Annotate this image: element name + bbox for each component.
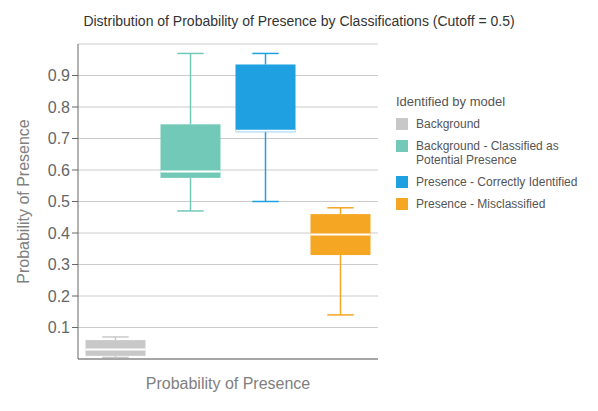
- svg-text:0.2: 0.2: [48, 288, 70, 305]
- html-text:Distribution of Probability of: Distribution of Probability of Presence …: [83, 13, 515, 29]
- html-text:Presence - Misclassified: Presence - Misclassified: [416, 197, 546, 211]
- svg-text:0.1: 0.1: [48, 319, 70, 336]
- html-text:Background: Background: [416, 117, 480, 131]
- svg-text:0.9: 0.9: [48, 67, 70, 84]
- html-text:Background - Classified as Pot: Background - Classified as Potential Pre…: [416, 139, 559, 167]
- svg-text:0.7: 0.7: [48, 130, 70, 147]
- svg-text:0.6: 0.6: [48, 162, 70, 179]
- svg-text:0.8: 0.8: [48, 99, 70, 116]
- svg-text:0.3: 0.3: [48, 256, 70, 273]
- svg-text:Probability of Presence: Probability of Presence: [15, 119, 32, 284]
- html-text:Presence - Correctly Identifie: Presence - Correctly Identified: [416, 175, 578, 189]
- svg-text:Probability of Presence: Probability of Presence: [146, 375, 311, 392]
- svg-text:0.5: 0.5: [48, 193, 70, 210]
- svg-text:0.4: 0.4: [48, 225, 70, 242]
- html-text:Identified by model: Identified by model: [396, 94, 506, 109]
